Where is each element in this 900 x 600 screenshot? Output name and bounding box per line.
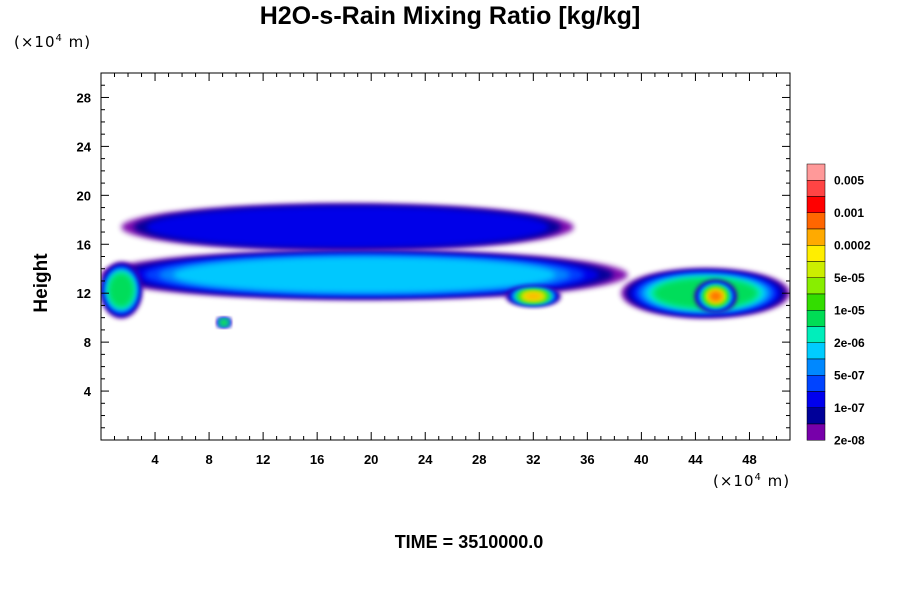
y-tick-label: 24 [77,139,92,154]
colorbar-swatch [806,342,826,360]
contour-band [146,206,549,248]
colorbar-label: 5e-07 [834,368,865,382]
colorbar-label: 5e-05 [834,271,865,285]
contour-band [108,273,134,308]
y-tick-label: 16 [77,237,91,252]
contour-band [709,291,722,301]
colorbar-swatch [806,375,826,392]
y-tick-label: 12 [77,286,91,301]
x-tick-label: 32 [526,452,540,467]
y-tick-label: 4 [84,384,92,399]
x-tick-label: 16 [310,452,324,467]
colorbar-label: 2e-06 [834,336,865,350]
x-tick-label: 8 [205,452,212,467]
colorbar-swatch [806,212,826,230]
x-tick-label: 12 [256,452,270,467]
colorbar-swatch [806,277,826,295]
x-tick-label: 36 [580,452,594,467]
x-tick-label: 40 [634,452,648,467]
colorbar-label: 1e-05 [834,303,865,317]
chart-title: H2O-s-Rain Mixing Ratio [kg/kg] [259,2,641,30]
colorbar-swatch [806,261,826,278]
colorbar-label: 0.005 [834,173,864,187]
x-tick-label: 28 [472,452,486,467]
y-tick-label: 28 [77,90,91,105]
colorbar-label: 1e-07 [834,401,865,415]
contour-band [524,293,543,300]
colorbar-swatch [806,293,826,311]
colorbar-swatch [806,245,826,262]
contour-band [220,320,228,325]
colorbar-swatch [806,228,826,246]
colorbar-swatch [806,407,826,425]
colorbar-swatch [806,423,826,441]
x-tick-label: 44 [688,452,703,467]
colorbar-swatch [806,326,826,343]
y-tick-label: 8 [84,335,91,350]
colorbar: 0.005 0.001 0.0002 5e-05 1e-05 2e-06 5e-07 1e-0… [806,163,871,447]
x-tick-label: 4 [151,452,159,467]
colorbar-label: 0.0002 [834,238,871,252]
x-axis-unit: (×104 m) [713,472,791,490]
colorbar-swatch [806,310,826,327]
x-tick-label: 24 [418,452,433,467]
y-axis-unit: (×104 m) [14,33,92,51]
time-label: TIME = 3510000.0 [394,532,544,552]
contour-band [173,257,556,293]
colorbar-swatch [806,180,826,197]
colorbar-swatch [806,358,826,376]
colorbar-swatch [806,163,826,181]
colorbar-label: 2e-08 [834,433,865,447]
x-tick-label: 20 [364,452,378,467]
y-axis: 4 8 12 16 20 24 28 [77,84,790,429]
colorbar-swatch [806,391,826,408]
colorbar-swatch [806,196,826,213]
x-tick-label: 48 [742,452,756,467]
x-axis: 4 8 12 16 20 24 28 32 36 40 44 48 [114,73,777,467]
colorbar-label: 0.001 [834,206,864,220]
y-tick-label: 20 [77,188,91,203]
rain-field [101,203,790,327]
